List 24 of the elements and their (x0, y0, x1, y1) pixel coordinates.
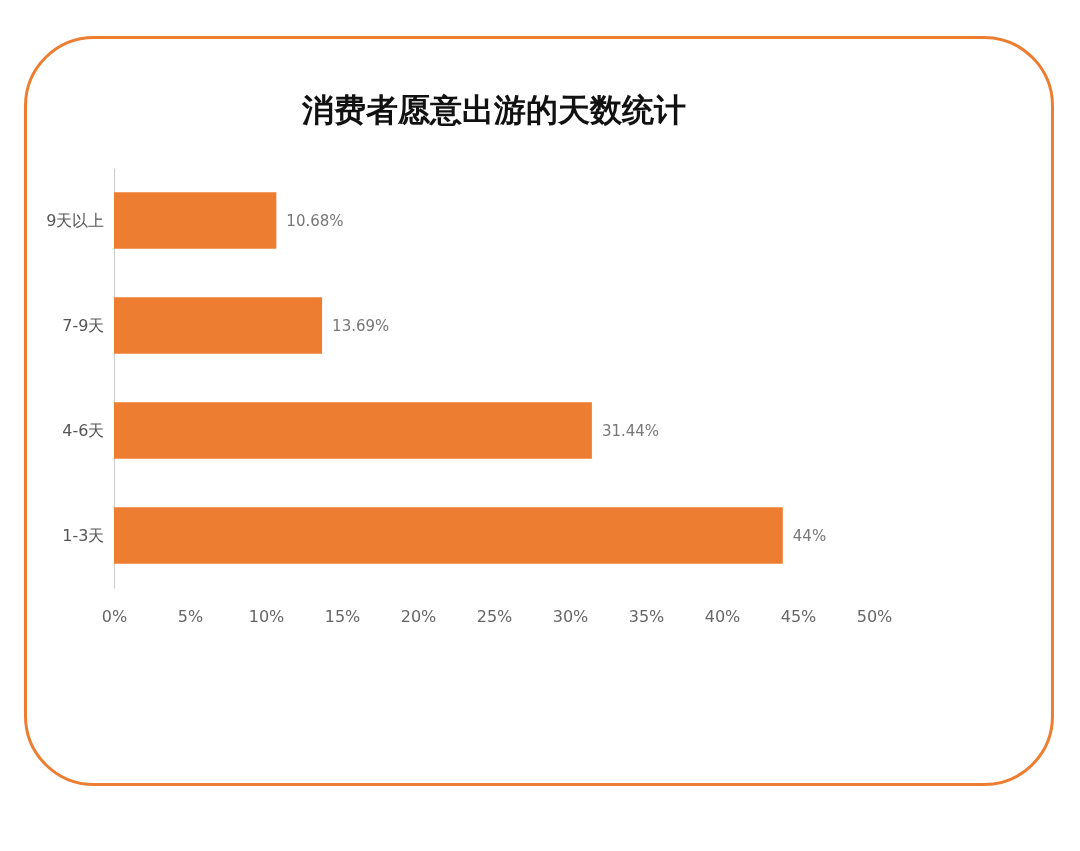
x-tick-label: 35% (628, 606, 665, 626)
x-tick-label: 40% (704, 606, 741, 626)
y-tick-label: 1-3天 (62, 525, 105, 545)
data-label: 13.69% (332, 316, 390, 335)
x-tick-label: 5% (177, 606, 204, 626)
y-tick-label: 7-9天 (62, 315, 105, 335)
bar (114, 297, 323, 354)
x-tick-label: 50% (856, 606, 893, 626)
x-tick-label: 0% (101, 606, 128, 626)
chart-title: 消费者愿意出游的天数统计 (301, 91, 686, 129)
x-tick-label: 15% (324, 606, 361, 626)
data-label: 10.68% (286, 211, 344, 230)
y-tick-label: 4-6天 (62, 420, 105, 440)
data-label: 31.44% (601, 421, 660, 440)
x-tick-label: 30% (552, 606, 589, 626)
bar (114, 192, 277, 249)
data-label: 44% (792, 526, 827, 545)
x-tick-label: 20% (400, 606, 437, 626)
bar (114, 402, 592, 459)
bar (114, 507, 783, 564)
x-tick-label: 25% (476, 606, 513, 626)
y-tick-label: 9天以上 (46, 210, 105, 230)
x-tick-label: 10% (248, 606, 285, 626)
x-tick-label: 45% (780, 606, 817, 626)
